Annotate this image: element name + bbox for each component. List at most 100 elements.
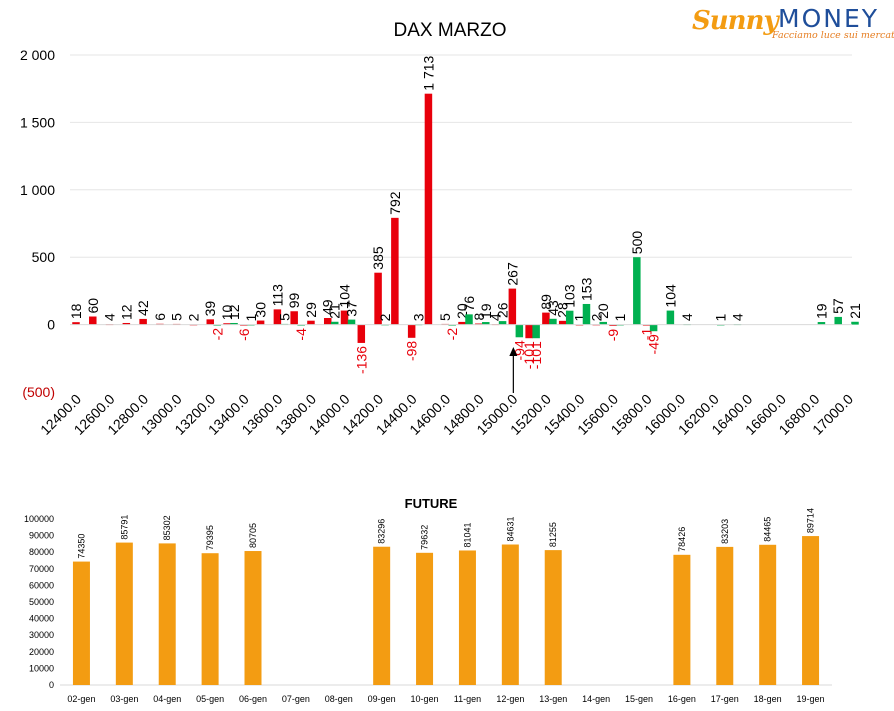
arrow-head [509, 347, 518, 356]
put-data-label: 153 [578, 277, 594, 301]
call-bar [340, 310, 349, 325]
call-bar [290, 311, 298, 325]
call-data-label: 792 [387, 191, 403, 215]
put-bar [649, 324, 658, 332]
future-data-label: 81041 [462, 522, 472, 547]
future-data-label: 80705 [248, 523, 258, 548]
call-data-label: 30 [253, 302, 269, 318]
call-data-label: -98 [404, 341, 420, 361]
future-y-tick-label: 100000 [24, 514, 54, 524]
future-x-tick-label: 10-gen [411, 694, 439, 704]
call-bar [323, 317, 332, 325]
future-data-label: 84631 [505, 516, 515, 541]
future-bar [115, 542, 133, 685]
future-x-tick-label: 02-gen [67, 694, 95, 704]
put-bar [532, 324, 540, 339]
put-bar [498, 321, 507, 325]
future-bar [72, 561, 90, 685]
future-bar [373, 546, 391, 685]
logo-money-text: MONEY [778, 4, 880, 33]
put-data-label: 43 [545, 300, 561, 316]
future-y-tick-label: 0 [49, 680, 54, 690]
future-x-tick-label: 04-gen [153, 694, 181, 704]
call-data-label: 1 [571, 313, 587, 321]
future-data-label: 89714 [806, 508, 816, 533]
call-bar [374, 272, 382, 325]
put-bar [582, 303, 591, 325]
put-data-label: 19 [478, 303, 494, 319]
logo-sunny-text: Sunny [692, 6, 779, 36]
put-bar [230, 322, 238, 325]
future-bar [802, 536, 820, 685]
call-data-label: 49 [320, 299, 336, 315]
put-data-label: 12 [226, 304, 242, 320]
put-data-label: 2 [377, 313, 393, 321]
future-bar [544, 550, 562, 685]
y-tick-label: 500 [32, 249, 56, 265]
sunny-money-logo: Sunny MONEY Facciamo luce sui mercati [692, 4, 894, 42]
call-data-label: 99 [286, 292, 302, 308]
call-bar [508, 288, 517, 325]
call-data-label: 60 [85, 298, 101, 314]
put-bar [565, 310, 574, 325]
call-bar [391, 217, 399, 325]
call-data-label: -136 [353, 346, 369, 374]
call-data-label: -101 [521, 341, 537, 369]
put-data-label: -49 [646, 334, 662, 354]
call-data-label: 1 713 [420, 55, 436, 90]
call-data-label: -9 [605, 329, 621, 342]
call-bar [273, 309, 282, 325]
call-bar [206, 319, 215, 325]
call-data-label: 5 [437, 313, 453, 321]
future-x-tick-label: 14-gen [582, 694, 610, 704]
logo-tagline: Facciamo luce sui mercati [772, 30, 894, 41]
call-bar [256, 320, 265, 325]
call-data-label: 10 [219, 304, 235, 320]
call-data-label: 4 [488, 313, 504, 321]
call-data-label: 2 [588, 313, 604, 321]
call-data-label: 104 [337, 284, 353, 308]
call-bar [525, 324, 533, 339]
put-bar [834, 316, 842, 325]
future-data-label: 84465 [763, 517, 773, 542]
future-x-tick-label: 13-gen [539, 694, 567, 704]
chart-title: DAX MARZO [394, 20, 507, 41]
future-x-tick-label: 09-gen [368, 694, 396, 704]
put-data-label: -2 [444, 328, 460, 341]
put-data-label: 20 [595, 303, 611, 319]
future-bar [759, 544, 777, 685]
call-bar [357, 324, 366, 343]
future-bar [673, 554, 691, 685]
put-data-label: 19 [813, 303, 829, 319]
put-bar [330, 321, 339, 325]
future-x-tick-label: 15-gen [625, 694, 653, 704]
future-bar [244, 551, 262, 685]
call-data-label: 29 [303, 302, 319, 318]
put-bar [633, 257, 641, 325]
put-bar [515, 324, 524, 338]
call-data-label: 267 [504, 262, 520, 286]
put-data-label: 1 [612, 313, 628, 321]
future-data-label: 81255 [548, 522, 558, 547]
future-x-tick-label: 08-gen [325, 694, 353, 704]
future-data-label: 83203 [720, 519, 730, 544]
put-data-label: -101 [528, 341, 544, 369]
put-bar [599, 321, 608, 325]
put-data-label: 21 [327, 303, 343, 319]
future-y-tick-label: 50000 [29, 597, 54, 607]
put-data-label: 5 [276, 313, 292, 321]
y-tick-label: (500) [22, 384, 55, 400]
put-data-label: 37 [344, 301, 360, 317]
call-data-label: 2 [185, 313, 201, 321]
put-data-label: -4 [293, 328, 309, 341]
call-bar [122, 322, 131, 325]
future-y-tick-label: 20000 [29, 647, 54, 657]
future-y-tick-label: 90000 [29, 531, 54, 541]
future-x-tick-label: 16-gen [668, 694, 696, 704]
call-bar [558, 320, 567, 325]
y-tick-label: 1 000 [20, 182, 55, 198]
call-bar [407, 324, 416, 338]
put-data-label: -2 [209, 328, 225, 341]
call-bar [458, 321, 466, 325]
